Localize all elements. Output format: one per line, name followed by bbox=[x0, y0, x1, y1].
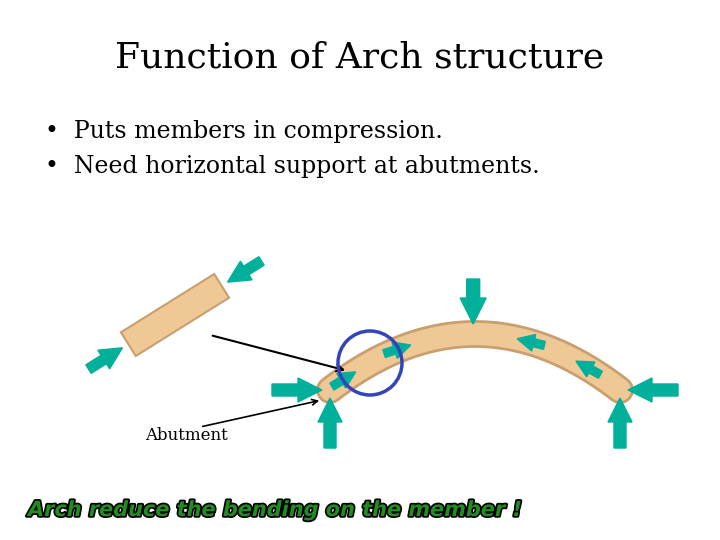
FancyArrow shape bbox=[608, 398, 632, 448]
FancyBboxPatch shape bbox=[121, 274, 229, 356]
FancyArrow shape bbox=[318, 398, 342, 448]
Text: Arch reduce the bending on the member !: Arch reduce the bending on the member ! bbox=[28, 500, 523, 520]
FancyArrow shape bbox=[383, 342, 410, 359]
Text: Abutment: Abutment bbox=[145, 427, 228, 443]
FancyArrow shape bbox=[628, 378, 678, 402]
FancyArrow shape bbox=[86, 348, 122, 373]
FancyArrow shape bbox=[460, 279, 486, 324]
FancyArrow shape bbox=[576, 361, 603, 378]
FancyArrow shape bbox=[272, 378, 322, 402]
FancyArrow shape bbox=[517, 334, 545, 351]
Text: •  Need horizontal support at abutments.: • Need horizontal support at abutments. bbox=[45, 155, 540, 178]
Text: •  Puts members in compression.: • Puts members in compression. bbox=[45, 120, 443, 143]
FancyArrow shape bbox=[228, 256, 264, 282]
Text: Function of Arch structure: Function of Arch structure bbox=[115, 40, 605, 74]
FancyArrow shape bbox=[330, 372, 356, 390]
